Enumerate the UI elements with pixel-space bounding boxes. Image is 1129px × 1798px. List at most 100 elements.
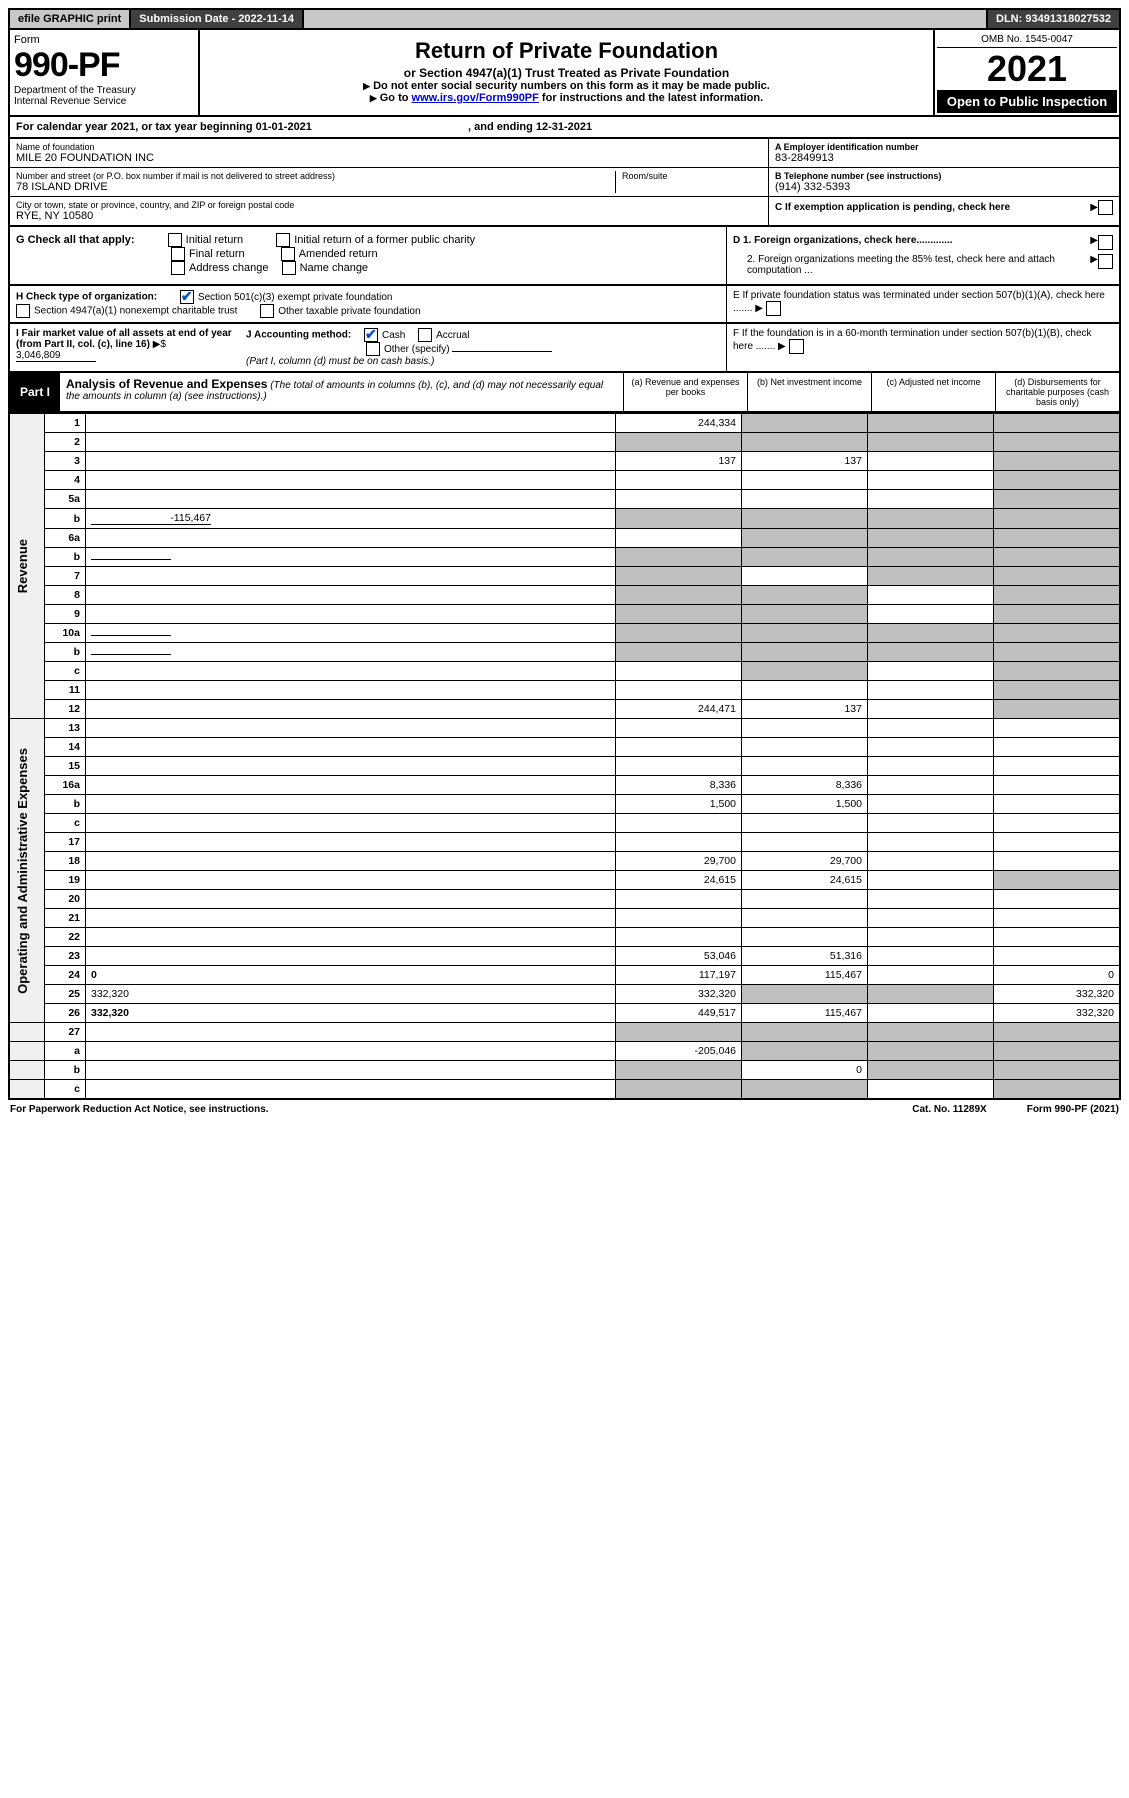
line-number: 22: [45, 928, 86, 947]
address-change-checkbox[interactable]: [171, 261, 185, 275]
line-description: [86, 605, 616, 624]
other-taxable-checkbox[interactable]: [260, 304, 274, 318]
g-label: G Check all that apply:: [16, 234, 135, 246]
h-label: H Check type of organization:: [16, 292, 157, 303]
table-row: c: [9, 662, 1120, 681]
foundation-name: MILE 20 FOUNDATION INC: [16, 152, 762, 164]
initial-return-checkbox[interactable]: [168, 233, 182, 247]
line-description: [86, 567, 616, 586]
line-description: [86, 624, 616, 643]
header-mid: Return of Private Foundation or Section …: [200, 30, 933, 115]
table-row: 15: [9, 757, 1120, 776]
street-address: 78 ISLAND DRIVE: [16, 181, 615, 193]
table-row: 9: [9, 605, 1120, 624]
line-description: [86, 452, 616, 471]
paperwork-notice: For Paperwork Reduction Act Notice, see …: [10, 1104, 269, 1115]
line-number: 18: [45, 852, 86, 871]
table-row: b1,5001,500: [9, 795, 1120, 814]
form-number: 990-PF: [14, 46, 194, 85]
table-row: 11: [9, 681, 1120, 700]
j-o1: Cash: [382, 330, 405, 341]
final-return-checkbox[interactable]: [171, 247, 185, 261]
line-number: 11: [45, 681, 86, 700]
cash-checkbox[interactable]: [364, 328, 378, 342]
col-a-header: (a) Revenue and expenses per books: [623, 373, 747, 411]
f-checkbox[interactable]: [789, 339, 804, 354]
ij-f-row: I Fair market value of all assets at end…: [8, 324, 1121, 373]
line-description: [86, 548, 616, 567]
line-number: c: [45, 1080, 86, 1100]
line-description: [86, 947, 616, 966]
line-description: [86, 909, 616, 928]
name-label: Name of foundation: [16, 142, 762, 152]
line-description: [86, 1080, 616, 1100]
e-label: E If private foundation status was termi…: [733, 290, 1105, 314]
e-checkbox[interactable]: [766, 301, 781, 316]
i-label: I Fair market value of all assets at end…: [16, 328, 232, 350]
other-method-checkbox[interactable]: [366, 342, 380, 356]
dept-treasury: Department of the Treasury: [14, 85, 194, 96]
accrual-checkbox[interactable]: [418, 328, 432, 342]
line-number: c: [45, 662, 86, 681]
line-number: 12: [45, 700, 86, 719]
line-number: 13: [45, 719, 86, 738]
col-c-header: (c) Adjusted net income: [871, 373, 995, 411]
g-o3: Address change: [189, 262, 269, 274]
name-change-checkbox[interactable]: [282, 261, 296, 275]
omb-number: OMB No. 1545-0047: [937, 32, 1117, 48]
line-description: 332,320: [86, 1004, 616, 1023]
form-ref: Form 990-PF (2021): [1027, 1104, 1119, 1115]
f-label: F If the foundation is in a 60-month ter…: [733, 328, 1092, 352]
part1-title: Analysis of Revenue and Expenses: [66, 377, 267, 391]
line-number: 19: [45, 871, 86, 890]
table-row: c: [9, 814, 1120, 833]
table-row: 27: [9, 1023, 1120, 1042]
initial-former-checkbox[interactable]: [276, 233, 290, 247]
g-o1: Initial return: [186, 234, 243, 246]
line-description: 332,320: [86, 985, 616, 1004]
line-description: [86, 471, 616, 490]
h-section: H Check type of organization: Section 50…: [10, 286, 726, 322]
line-number: 1: [45, 414, 86, 433]
line-description: [86, 586, 616, 605]
table-row: 26332,320449,517115,467332,320: [9, 1004, 1120, 1023]
open-to-public: Open to Public Inspection: [937, 90, 1117, 113]
top-bar: efile GRAPHIC print Submission Date - 20…: [8, 8, 1121, 30]
line-description: [86, 795, 616, 814]
table-row: 240117,197115,4670: [9, 966, 1120, 985]
table-row: 21: [9, 909, 1120, 928]
line-description: [86, 1061, 616, 1080]
col-b-header: (b) Net investment income: [747, 373, 871, 411]
table-row: b: [9, 548, 1120, 567]
ein-label: A Employer identification number: [775, 142, 1113, 152]
line-description: [86, 757, 616, 776]
table-row: 14: [9, 738, 1120, 757]
table-row: 22: [9, 928, 1120, 947]
form990pf-link[interactable]: www.irs.gov/Form990PF: [412, 92, 539, 104]
h-o3: Other taxable private foundation: [278, 306, 420, 317]
line-description: [86, 852, 616, 871]
d1-checkbox[interactable]: [1098, 235, 1113, 250]
g-o4: Initial return of a former public charit…: [294, 234, 475, 246]
page-footer: For Paperwork Reduction Act Notice, see …: [8, 1100, 1121, 1119]
table-row: Revenue1244,334: [9, 414, 1120, 433]
note-goto: Go to www.irs.gov/Form990PF for instruct…: [206, 92, 927, 104]
4947a1-checkbox[interactable]: [16, 304, 30, 318]
fmv-value: 3,046,809: [16, 350, 96, 362]
f-section: F If the foundation is in a 60-month ter…: [726, 324, 1119, 371]
line-description: [86, 414, 616, 433]
line-description: [86, 776, 616, 795]
amended-return-checkbox[interactable]: [281, 247, 295, 261]
exemption-pending-checkbox[interactable]: [1098, 200, 1113, 215]
d2-checkbox[interactable]: [1098, 254, 1113, 269]
efile-label[interactable]: efile GRAPHIC print: [10, 10, 131, 28]
line-description: -115,467: [86, 509, 616, 529]
table-row: Operating and Administrative Expenses13: [9, 719, 1120, 738]
form-header: Form 990-PF Department of the Treasury I…: [8, 30, 1121, 117]
column-headers: (a) Revenue and expenses per books (b) N…: [623, 373, 1119, 411]
line-description: [86, 814, 616, 833]
501c3-checkbox[interactable]: [180, 290, 194, 304]
part1-desc: Analysis of Revenue and Expenses (The to…: [60, 373, 623, 411]
line-description: [86, 890, 616, 909]
line-number: 16a: [45, 776, 86, 795]
